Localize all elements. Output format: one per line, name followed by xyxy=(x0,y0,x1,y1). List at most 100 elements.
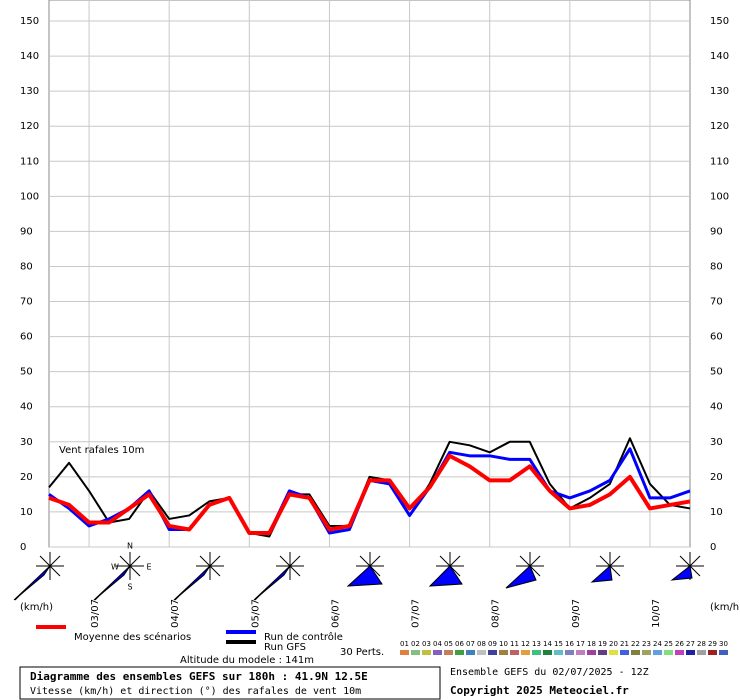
pert-label: 19 xyxy=(598,640,607,648)
chart-subtitle: Vitesse (km/h) et direction (°) des rafa… xyxy=(30,686,361,697)
pert-swatch xyxy=(532,650,541,655)
y-tick-label: 140 xyxy=(710,51,729,62)
pert-swatch xyxy=(686,650,695,655)
pert-label: 30 xyxy=(719,640,728,648)
pert-swatch xyxy=(565,650,574,655)
pert-label: 16 xyxy=(565,640,574,648)
y-unit: (km/h) xyxy=(20,602,53,613)
pert-label: 14 xyxy=(543,640,552,648)
pert-swatch xyxy=(609,650,618,655)
pert-swatch xyxy=(477,650,486,655)
pert-label: 05 xyxy=(444,640,453,648)
pert-label: 13 xyxy=(532,640,541,648)
pert-swatch xyxy=(433,650,442,655)
y-tick-label: 40 xyxy=(710,402,723,413)
plot-area xyxy=(48,0,691,548)
pert-label: 11 xyxy=(510,640,519,648)
x-tick-label: 04/07 xyxy=(170,599,181,628)
y-tick-label: 40 xyxy=(20,402,33,413)
pert-swatch xyxy=(554,650,563,655)
pert-swatch xyxy=(664,650,673,655)
pert-label: 27 xyxy=(686,640,695,648)
pert-label: 24 xyxy=(653,640,662,648)
pert-swatch xyxy=(422,650,431,655)
compass-label: N xyxy=(127,542,133,551)
pert-swatch xyxy=(620,650,629,655)
chart-title: Diagramme des ensembles GEFS sur 180h : … xyxy=(30,670,368,683)
pert-label: 01 xyxy=(400,640,409,648)
y-tick-label: 20 xyxy=(710,472,723,483)
pert-label: 25 xyxy=(664,640,673,648)
run-info: Ensemble GEFS du 02/07/2025 - 12Z xyxy=(450,667,649,678)
pert-swatch xyxy=(631,650,640,655)
y-tick-label: 150 xyxy=(20,16,39,27)
pert-label: 10 xyxy=(499,640,508,648)
pert-swatch xyxy=(510,650,519,655)
pert-label: 18 xyxy=(587,640,596,648)
pert-swatch xyxy=(697,650,706,655)
altitude: Altitude du modele : 141m xyxy=(180,655,314,666)
pert-swatch xyxy=(521,650,530,655)
pert-label: 29 xyxy=(708,640,717,648)
pert-swatch xyxy=(587,650,596,655)
pert-swatch xyxy=(675,650,684,655)
y-tick-label: 10 xyxy=(20,507,33,518)
y-tick-label: 110 xyxy=(20,156,39,167)
pert-swatch xyxy=(598,650,607,655)
pert-label: 28 xyxy=(697,640,706,648)
pert-swatch xyxy=(411,650,420,655)
pert-label: 23 xyxy=(642,640,651,648)
wind-symbols xyxy=(13,552,704,601)
y-tick-label: 90 xyxy=(710,226,723,237)
y-tick-label: 70 xyxy=(710,297,723,308)
pert-label: 17 xyxy=(576,640,585,648)
y-tick-label: 30 xyxy=(710,437,723,448)
pert-swatch xyxy=(400,650,409,655)
x-tick-label: 09/07 xyxy=(571,599,582,628)
y-tick-label: 140 xyxy=(20,51,39,62)
pert-label: 02 xyxy=(411,640,420,648)
y-tick-label: 0 xyxy=(20,542,26,553)
copyright: Copyright 2025 Meteociel.fr xyxy=(450,684,629,697)
y-tick-label: 120 xyxy=(20,121,39,132)
pert-swatch xyxy=(576,650,585,655)
compass-label: E xyxy=(146,563,151,572)
y-tick-label: 110 xyxy=(710,156,729,167)
pert-label: 26 xyxy=(675,640,684,648)
pert-swatch xyxy=(653,650,662,655)
pert-label: 08 xyxy=(477,640,486,648)
pert-label: 09 xyxy=(488,640,497,648)
y-tick-label: 50 xyxy=(20,367,33,378)
legend-label: Run GFS xyxy=(264,642,306,653)
y-tick-label: 20 xyxy=(20,472,33,483)
y-tick-label: 50 xyxy=(710,367,723,378)
x-tick-label: 08/07 xyxy=(491,599,502,628)
x-tick-label: 07/07 xyxy=(411,599,422,628)
pert-swatch xyxy=(455,650,464,655)
x-tick-label: 06/07 xyxy=(330,599,341,628)
y-tick-label: 0 xyxy=(710,542,716,553)
pert-swatch xyxy=(499,650,508,655)
y-tick-label: 100 xyxy=(20,191,39,202)
y-tick-label: 80 xyxy=(710,261,723,272)
y-tick-label: 60 xyxy=(20,332,33,343)
y-tick-label: 30 xyxy=(20,437,33,448)
y-tick-label: 130 xyxy=(20,86,39,97)
series-line xyxy=(48,453,691,535)
perts-label: 30 Perts. xyxy=(340,647,384,658)
y-tick-label: 80 xyxy=(20,261,33,272)
compass-label: W xyxy=(111,563,119,572)
x-tick-label: 03/07 xyxy=(90,599,101,628)
pert-swatch xyxy=(543,650,552,655)
annotation: Vent rafales 10m xyxy=(59,445,144,456)
series-line xyxy=(48,437,691,538)
pert-label: 15 xyxy=(554,640,563,648)
pert-label: 04 xyxy=(433,640,442,648)
pert-swatch xyxy=(466,650,475,655)
y-tick-label: 60 xyxy=(710,332,723,343)
title-box xyxy=(19,666,441,700)
legend-label: Run de contrôle xyxy=(264,631,343,643)
y-tick-label: 10 xyxy=(710,507,723,518)
pert-swatch xyxy=(708,650,717,655)
